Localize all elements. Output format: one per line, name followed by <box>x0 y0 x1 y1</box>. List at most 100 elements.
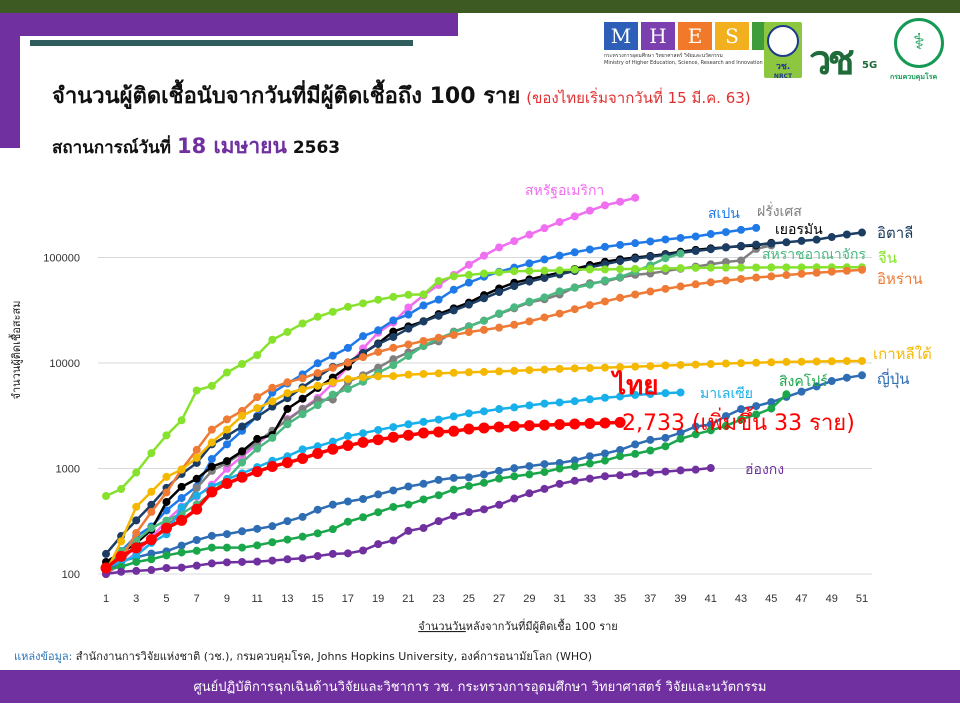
data-point <box>752 402 761 411</box>
data-point <box>449 285 458 294</box>
footer-text: ศูนย์ปฏิบัติการฉุกเฉินด้านวิจัยและวิชากา… <box>193 680 767 695</box>
data-point <box>721 257 730 266</box>
data-point <box>160 522 172 534</box>
data-point <box>464 278 473 287</box>
data-point <box>661 284 670 293</box>
data-point <box>404 370 413 379</box>
data-point <box>222 368 231 377</box>
data-point <box>327 443 339 455</box>
data-point <box>389 486 398 495</box>
data-point <box>328 500 337 509</box>
data-point <box>631 362 640 371</box>
data-point <box>132 502 141 511</box>
data-point <box>495 466 504 475</box>
data-point <box>495 405 504 414</box>
data-point <box>176 514 188 526</box>
data-point <box>540 460 549 469</box>
data-point <box>177 548 186 557</box>
data-point <box>706 245 715 254</box>
data-point <box>298 532 307 541</box>
data-point <box>495 367 504 376</box>
data-point <box>419 301 428 310</box>
x-tick-label: 43 <box>735 593 747 605</box>
data-point <box>691 280 700 289</box>
moph-name: กรมควบคุมโรค <box>890 73 938 81</box>
data-point <box>389 502 398 511</box>
data-point <box>858 228 866 237</box>
data-point <box>147 500 156 509</box>
data-point <box>480 470 488 479</box>
data-point <box>192 536 201 545</box>
data-point <box>343 432 352 441</box>
data-point <box>359 332 368 341</box>
data-point <box>268 556 277 565</box>
data-point <box>616 445 625 454</box>
data-point <box>584 417 596 429</box>
data-point <box>328 525 337 534</box>
data-point <box>858 371 866 380</box>
data-point <box>177 465 186 474</box>
data-point <box>192 445 201 454</box>
data-point <box>616 363 625 372</box>
data-point <box>478 422 490 434</box>
data-point <box>132 557 141 566</box>
data-point <box>313 442 322 451</box>
data-point <box>253 557 262 566</box>
data-point <box>767 263 776 272</box>
data-point <box>585 245 594 254</box>
data-point <box>100 562 112 574</box>
data-point <box>115 550 127 562</box>
data-point <box>631 254 640 263</box>
data-point <box>495 268 504 277</box>
data-point <box>600 393 609 402</box>
data-point <box>646 237 655 246</box>
data-point <box>268 335 277 344</box>
data-point <box>570 248 579 257</box>
data-point <box>238 458 247 467</box>
data-point <box>387 431 399 443</box>
data-point <box>253 434 262 443</box>
data-point <box>600 472 609 481</box>
data-point <box>132 516 141 525</box>
data-point <box>797 236 806 245</box>
data-point <box>283 555 292 564</box>
data-point <box>570 305 579 314</box>
thailand-annotation: 2,733 (เพิ่มขึ้น 33 ราย) <box>622 407 855 436</box>
data-point <box>616 452 625 461</box>
data-point <box>145 534 157 546</box>
header-strip <box>0 13 20 148</box>
data-point <box>419 336 428 345</box>
x-tick-label: 49 <box>826 593 838 605</box>
data-point <box>147 449 156 458</box>
data-point <box>585 452 594 461</box>
data-point <box>298 512 307 521</box>
data-point <box>782 271 791 280</box>
data-point <box>162 516 171 525</box>
data-point <box>510 303 519 312</box>
data-point <box>585 474 594 483</box>
data-point <box>570 456 579 465</box>
data-point <box>283 389 292 398</box>
data-point <box>419 290 428 299</box>
data-point <box>646 252 655 261</box>
data-point <box>404 290 413 299</box>
data-point <box>389 361 398 370</box>
data-point <box>328 378 337 387</box>
data-point <box>661 389 670 398</box>
data-point <box>706 464 715 473</box>
data-point <box>238 527 247 536</box>
data-point <box>268 538 277 547</box>
source-label: แหล่งข้อมูล: <box>14 650 73 663</box>
x-tick-label: 29 <box>523 593 535 605</box>
data-point <box>313 368 322 377</box>
y-tick-label: 1000 <box>56 464 80 476</box>
y-axis-label: จำนวนผู้ติดเชื้อสะสม <box>8 301 23 400</box>
data-point <box>858 356 866 365</box>
data-point <box>631 239 640 248</box>
data-point <box>374 326 383 335</box>
data-point <box>570 397 579 406</box>
data-point <box>464 300 473 309</box>
data-point <box>737 359 746 368</box>
series-label: ฮ่องกง <box>745 462 784 478</box>
